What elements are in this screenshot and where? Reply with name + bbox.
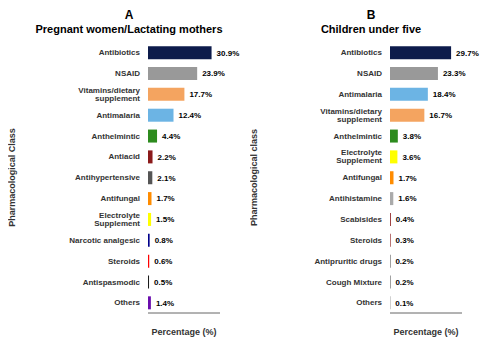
svg-text:1.7%: 1.7% (398, 174, 416, 183)
svg-text:Narcotic analgesic: Narcotic analgesic (69, 236, 140, 245)
svg-text:3.8%: 3.8% (403, 132, 421, 141)
svg-text:Antibiotics: Antibiotics (341, 48, 383, 57)
svg-text:0.6%: 0.6% (154, 257, 172, 266)
svg-text:Antiacid: Antiacid (108, 152, 140, 161)
svg-text:30.9%: 30.9% (217, 49, 240, 58)
html-text:B: B (366, 8, 376, 22)
svg-text:Vitamins/dietarysupplement: Vitamins/dietarysupplement (320, 107, 382, 124)
html-text:Pregnant women/Lactating mothe: Pregnant women/Lactating mothers (35, 23, 223, 35)
svg-text:ElectrolyteSupplement: ElectrolyteSupplement (336, 148, 382, 165)
svg-text:Antispasmodic: Antispasmodic (83, 278, 141, 287)
svg-text:Steroids: Steroids (108, 257, 141, 266)
svg-text:12.4%: 12.4% (179, 111, 202, 120)
svg-text:1.4%: 1.4% (156, 299, 174, 308)
svg-text:Pharmacological class: Pharmacological class (250, 129, 259, 226)
svg-text:0.5%: 0.5% (154, 278, 172, 287)
svg-text:3.6%: 3.6% (402, 153, 420, 162)
svg-text:0.2%: 0.2% (395, 278, 413, 287)
svg-text:NSAID: NSAID (115, 69, 140, 78)
svg-text:Antibiotics: Antibiotics (99, 48, 141, 57)
svg-text:1.7%: 1.7% (156, 194, 174, 203)
html-text:A: A (124, 8, 134, 22)
svg-text:0.8%: 0.8% (155, 236, 173, 245)
svg-text:23.9%: 23.9% (202, 69, 225, 78)
svg-text:Antifungal: Antifungal (342, 173, 382, 182)
svg-text:Cough Mixture: Cough Mixture (326, 278, 383, 287)
svg-text:2.2%: 2.2% (158, 153, 176, 162)
svg-text:Anthelmintic: Anthelmintic (334, 132, 383, 141)
svg-text:0.3%: 0.3% (396, 236, 414, 245)
svg-text:Others: Others (356, 298, 382, 307)
svg-text:1.6%: 1.6% (398, 194, 416, 203)
svg-text:Vitamins/dietarysupplement: Vitamins/dietarysupplement (78, 86, 140, 103)
svg-text:29.7%: 29.7% (456, 49, 479, 58)
svg-text:Pharmacological Class: Pharmacological Class (8, 128, 17, 227)
svg-text:0.1%: 0.1% (395, 299, 413, 308)
svg-text:0.4%: 0.4% (396, 215, 414, 224)
svg-text:Others: Others (114, 298, 140, 307)
svg-text:Antihypertensive: Antihypertensive (75, 173, 140, 182)
svg-text:Antihistamine: Antihistamine (329, 194, 382, 203)
svg-text:23.3%: 23.3% (443, 69, 466, 78)
svg-text:2.1%: 2.1% (157, 174, 175, 183)
svg-text:Steroids: Steroids (350, 236, 383, 245)
svg-text:Antimalaria: Antimalaria (338, 90, 382, 99)
svg-text:0.2%: 0.2% (395, 257, 413, 266)
svg-text:17.7%: 17.7% (189, 90, 212, 99)
svg-text:1.5%: 1.5% (156, 215, 174, 224)
svg-text:Scabisides: Scabisides (340, 215, 382, 224)
svg-text:Anthelmintic: Anthelmintic (92, 132, 141, 141)
svg-text:Percentage (%): Percentage (%) (151, 327, 216, 337)
svg-text:4.4%: 4.4% (162, 132, 180, 141)
svg-text:Antipruritic drugs: Antipruritic drugs (314, 257, 382, 266)
svg-text:Antifungal: Antifungal (100, 194, 140, 203)
svg-text:Antimalaria: Antimalaria (96, 111, 140, 120)
svg-text:16.7%: 16.7% (429, 111, 452, 120)
svg-text:Percentage (%): Percentage (%) (393, 327, 458, 337)
html-text:Children under five: Children under five (320, 23, 422, 35)
svg-text:NSAID: NSAID (357, 69, 382, 78)
svg-text:ElectrolyteSupplement: ElectrolyteSupplement (94, 211, 140, 228)
svg-text:18.4%: 18.4% (433, 90, 456, 99)
